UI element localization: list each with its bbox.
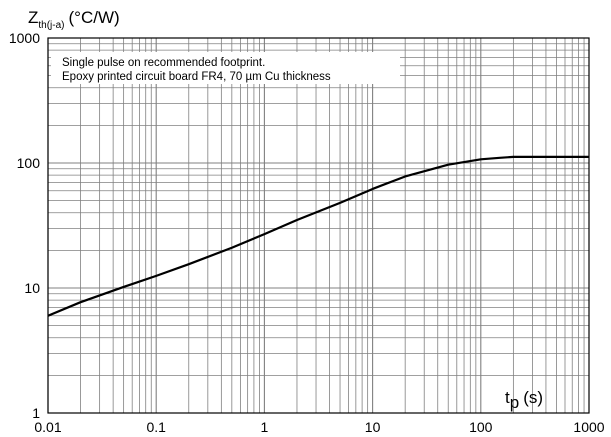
x-axis-title-subscript: p <box>510 393 519 412</box>
major-grid <box>47 38 589 414</box>
x-tick-label: 0.1 <box>146 419 166 435</box>
series-points <box>48 157 589 316</box>
x-axis-title-unit: (s) <box>523 388 543 407</box>
annotation-box <box>51 52 400 84</box>
y-axis-title-main: Z <box>28 8 38 27</box>
series-line <box>47 155 589 317</box>
y-tick-labels: 1 10 100 1000 <box>9 30 40 421</box>
y-tick-label: 1 <box>32 405 40 421</box>
x-tick-label: 0.01 <box>34 419 61 435</box>
plot-frame <box>47 37 590 414</box>
x-tick-label: 1000 <box>573 419 604 435</box>
x-tick-label: 1 <box>261 419 269 435</box>
annotation-line-1: Single pulse on recommended footprint. <box>62 57 265 69</box>
y-tick-label: 1000 <box>9 30 40 46</box>
y-axis-title: Zth(j-a) (°C/W) <box>28 8 120 31</box>
x-tick-labels: 0.01 0.1 1 10 100 1000 <box>34 419 604 435</box>
y-axis-title-subscript: th(j-a) <box>38 20 64 31</box>
minor-grid <box>48 38 589 413</box>
y-axis-title-unit: (°C/W) <box>69 8 120 27</box>
y-tick-label: 10 <box>24 280 40 296</box>
x-axis-title: tp (s) <box>505 388 543 412</box>
y-tick-label: 100 <box>17 155 41 171</box>
x-tick-label: 100 <box>469 419 493 435</box>
annotation-line-2: Epoxy printed circuit board FR4, 70 µm C… <box>62 71 331 83</box>
x-axis-title-main: t <box>505 388 510 407</box>
x-tick-label: 10 <box>365 419 381 435</box>
